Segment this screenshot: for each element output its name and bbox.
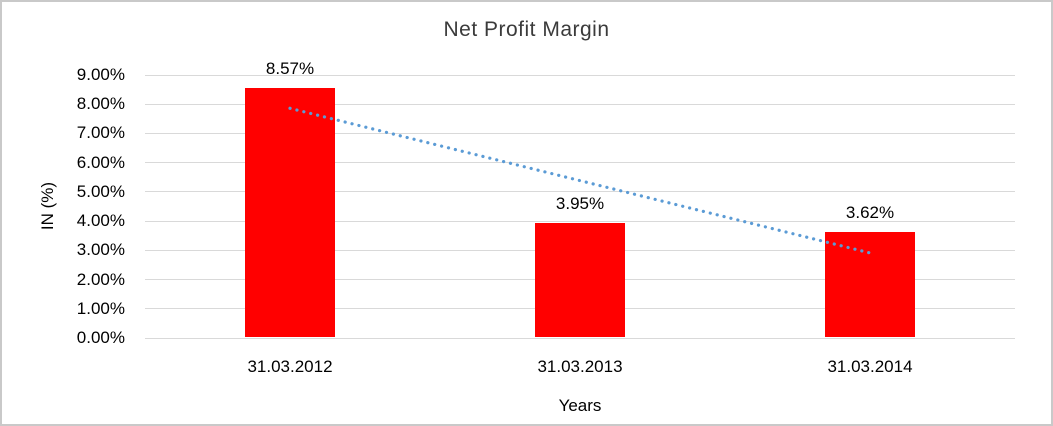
gridline bbox=[145, 74, 1015, 76]
bar-value-label: 3.62% bbox=[845, 203, 895, 223]
x-axis-title: Years bbox=[558, 396, 602, 415]
trendline[interactable] bbox=[288, 106, 872, 255]
y-axis-tick-label: 8.00% bbox=[76, 94, 125, 114]
gridline bbox=[145, 162, 1015, 164]
y-axis-tick-label: 3.00% bbox=[76, 240, 125, 260]
gridline bbox=[145, 132, 1015, 134]
bar-31.03.2012[interactable] bbox=[245, 87, 335, 337]
bar-value-label: 8.57% bbox=[265, 58, 315, 78]
x-category-label: 31.03.2013 bbox=[537, 357, 623, 376]
bar-value-label: 3.95% bbox=[555, 193, 605, 213]
x-category-label: 31.03.2014 bbox=[827, 357, 913, 376]
bar-31.03.2013[interactable] bbox=[535, 222, 625, 337]
y-axis-tick-label: 0.00% bbox=[76, 328, 125, 347]
y-axis-tick-label: 9.00% bbox=[76, 65, 125, 84]
y-axis-tick-label: 2.00% bbox=[76, 269, 125, 289]
bar-31.03.2014[interactable] bbox=[825, 232, 915, 337]
gridline bbox=[145, 337, 1015, 339]
x-category-label: 31.03.2012 bbox=[247, 357, 333, 376]
trendline-layer bbox=[288, 106, 872, 255]
y-axis-tick-label: 6.00% bbox=[76, 152, 125, 172]
y-axis-tick-label: 1.00% bbox=[76, 298, 125, 318]
y-axis-tick-label: 5.00% bbox=[76, 181, 125, 201]
gridline bbox=[145, 103, 1015, 105]
chart-title: Net Profit Margin bbox=[443, 18, 610, 41]
y-axis-tick-label: 7.00% bbox=[76, 123, 125, 143]
gridline bbox=[145, 220, 1015, 222]
plot-area bbox=[145, 74, 1015, 339]
gridline bbox=[145, 191, 1015, 193]
y-axis-tick-label: 4.00% bbox=[76, 211, 125, 231]
